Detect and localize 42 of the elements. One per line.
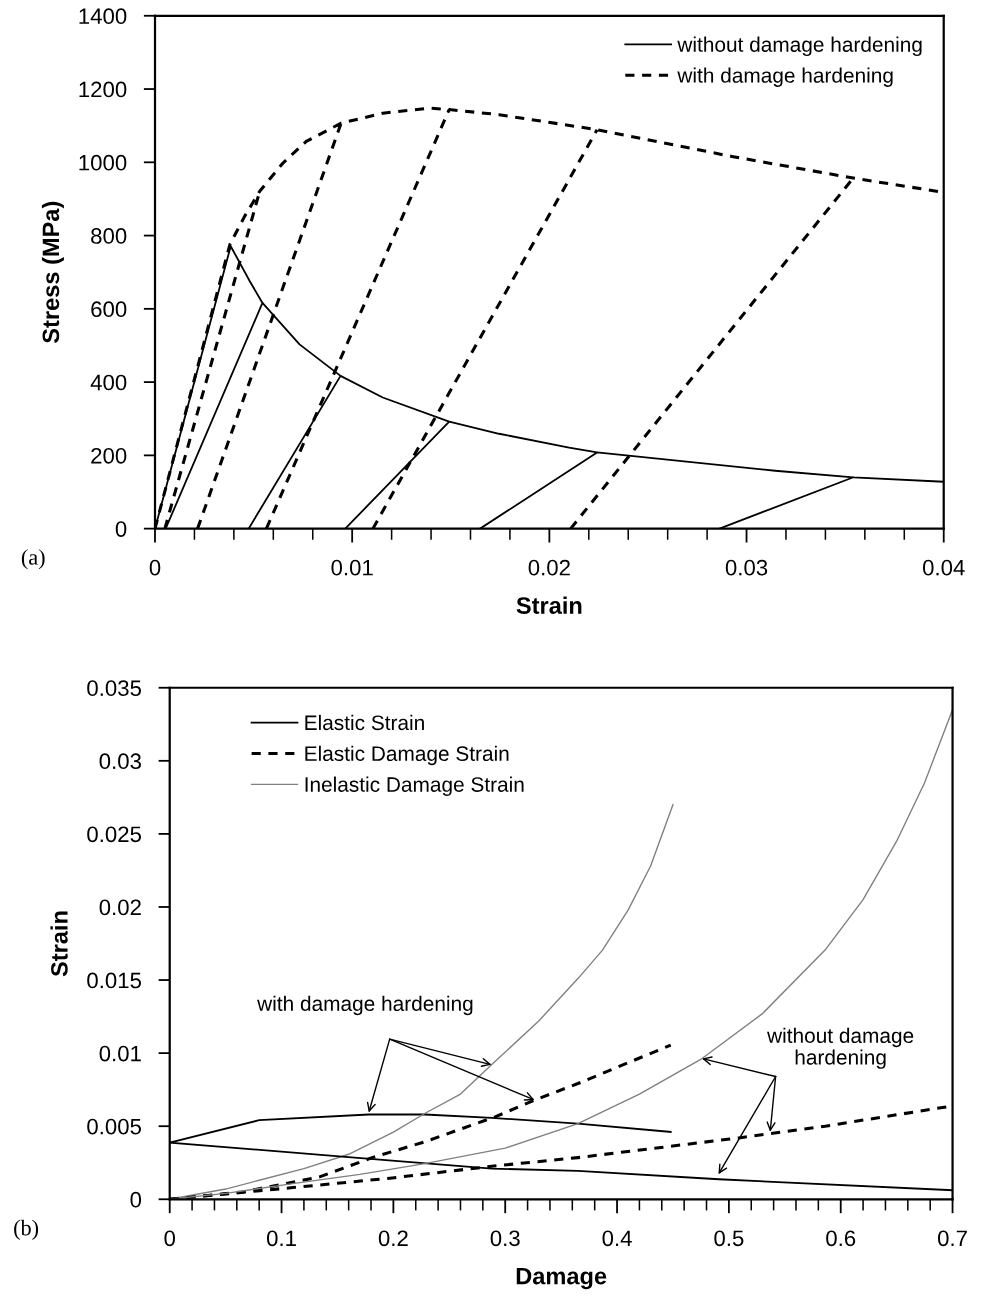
y-axis-title: Stress (MPa) xyxy=(41,201,64,344)
annotation: with damage hardening xyxy=(257,995,473,1016)
x-tick-label: 0.4 xyxy=(602,1230,632,1247)
y-tick-label: 200 xyxy=(91,447,127,464)
annotation: without damage hardening xyxy=(767,1027,914,1069)
text: (a) xyxy=(21,549,45,570)
y-tick-label: 400 xyxy=(90,374,127,391)
x-tick-label: 0.01 xyxy=(331,559,373,576)
x-tick-label: 0.1 xyxy=(266,1230,296,1247)
y-tick-label: 800 xyxy=(91,228,127,244)
x-tick-label: 0.6 xyxy=(826,1230,856,1247)
x-tick-label: 0.04 xyxy=(922,559,965,576)
x-tick-label: 0.2 xyxy=(378,1230,408,1247)
y-tick-label: 0.02 xyxy=(99,899,141,916)
x-tick-label: 0.7 xyxy=(937,1230,967,1247)
y-tick-label: 1200 xyxy=(79,81,127,98)
y-tick-label: 600 xyxy=(91,301,127,318)
y-tick-label: 0.005 xyxy=(87,1118,142,1135)
x-axis-title: Damage xyxy=(516,1267,607,1290)
x-tick-label: 0.5 xyxy=(714,1230,744,1247)
x-tick-label: 0.3 xyxy=(490,1230,520,1247)
y-tick-label: 0.035 xyxy=(87,680,142,697)
legend-label: Elastic Strain xyxy=(305,714,424,731)
y-tick-label: 0.025 xyxy=(87,826,142,843)
x-tick-label: 0.02 xyxy=(528,559,570,576)
y-axis-title: Strain xyxy=(50,911,68,977)
legend-label: Inelastic Damage Strain xyxy=(305,776,524,797)
x-tick-label: 0 xyxy=(149,559,161,576)
x-tick-label: 0.03 xyxy=(725,559,768,576)
x-tick-label: 0 xyxy=(164,1230,176,1247)
legend-label: without damage hardening xyxy=(677,36,922,57)
y-tick-label: 0 xyxy=(130,1191,142,1208)
y-tick-label: 1400 xyxy=(79,8,127,25)
x-axis-title: Strain xyxy=(516,596,582,614)
legend-label: with damage hardening xyxy=(677,67,893,87)
legend-label: Elastic Damage Strain xyxy=(305,745,509,766)
y-tick-label: 0.03 xyxy=(99,753,141,770)
text: (b) xyxy=(14,1219,39,1240)
y-tick-label: 0 xyxy=(115,521,127,537)
y-tick-label: 0.015 xyxy=(87,972,142,989)
y-tick-label: 0.01 xyxy=(99,1045,141,1062)
y-tick-label: 1000 xyxy=(79,154,127,171)
